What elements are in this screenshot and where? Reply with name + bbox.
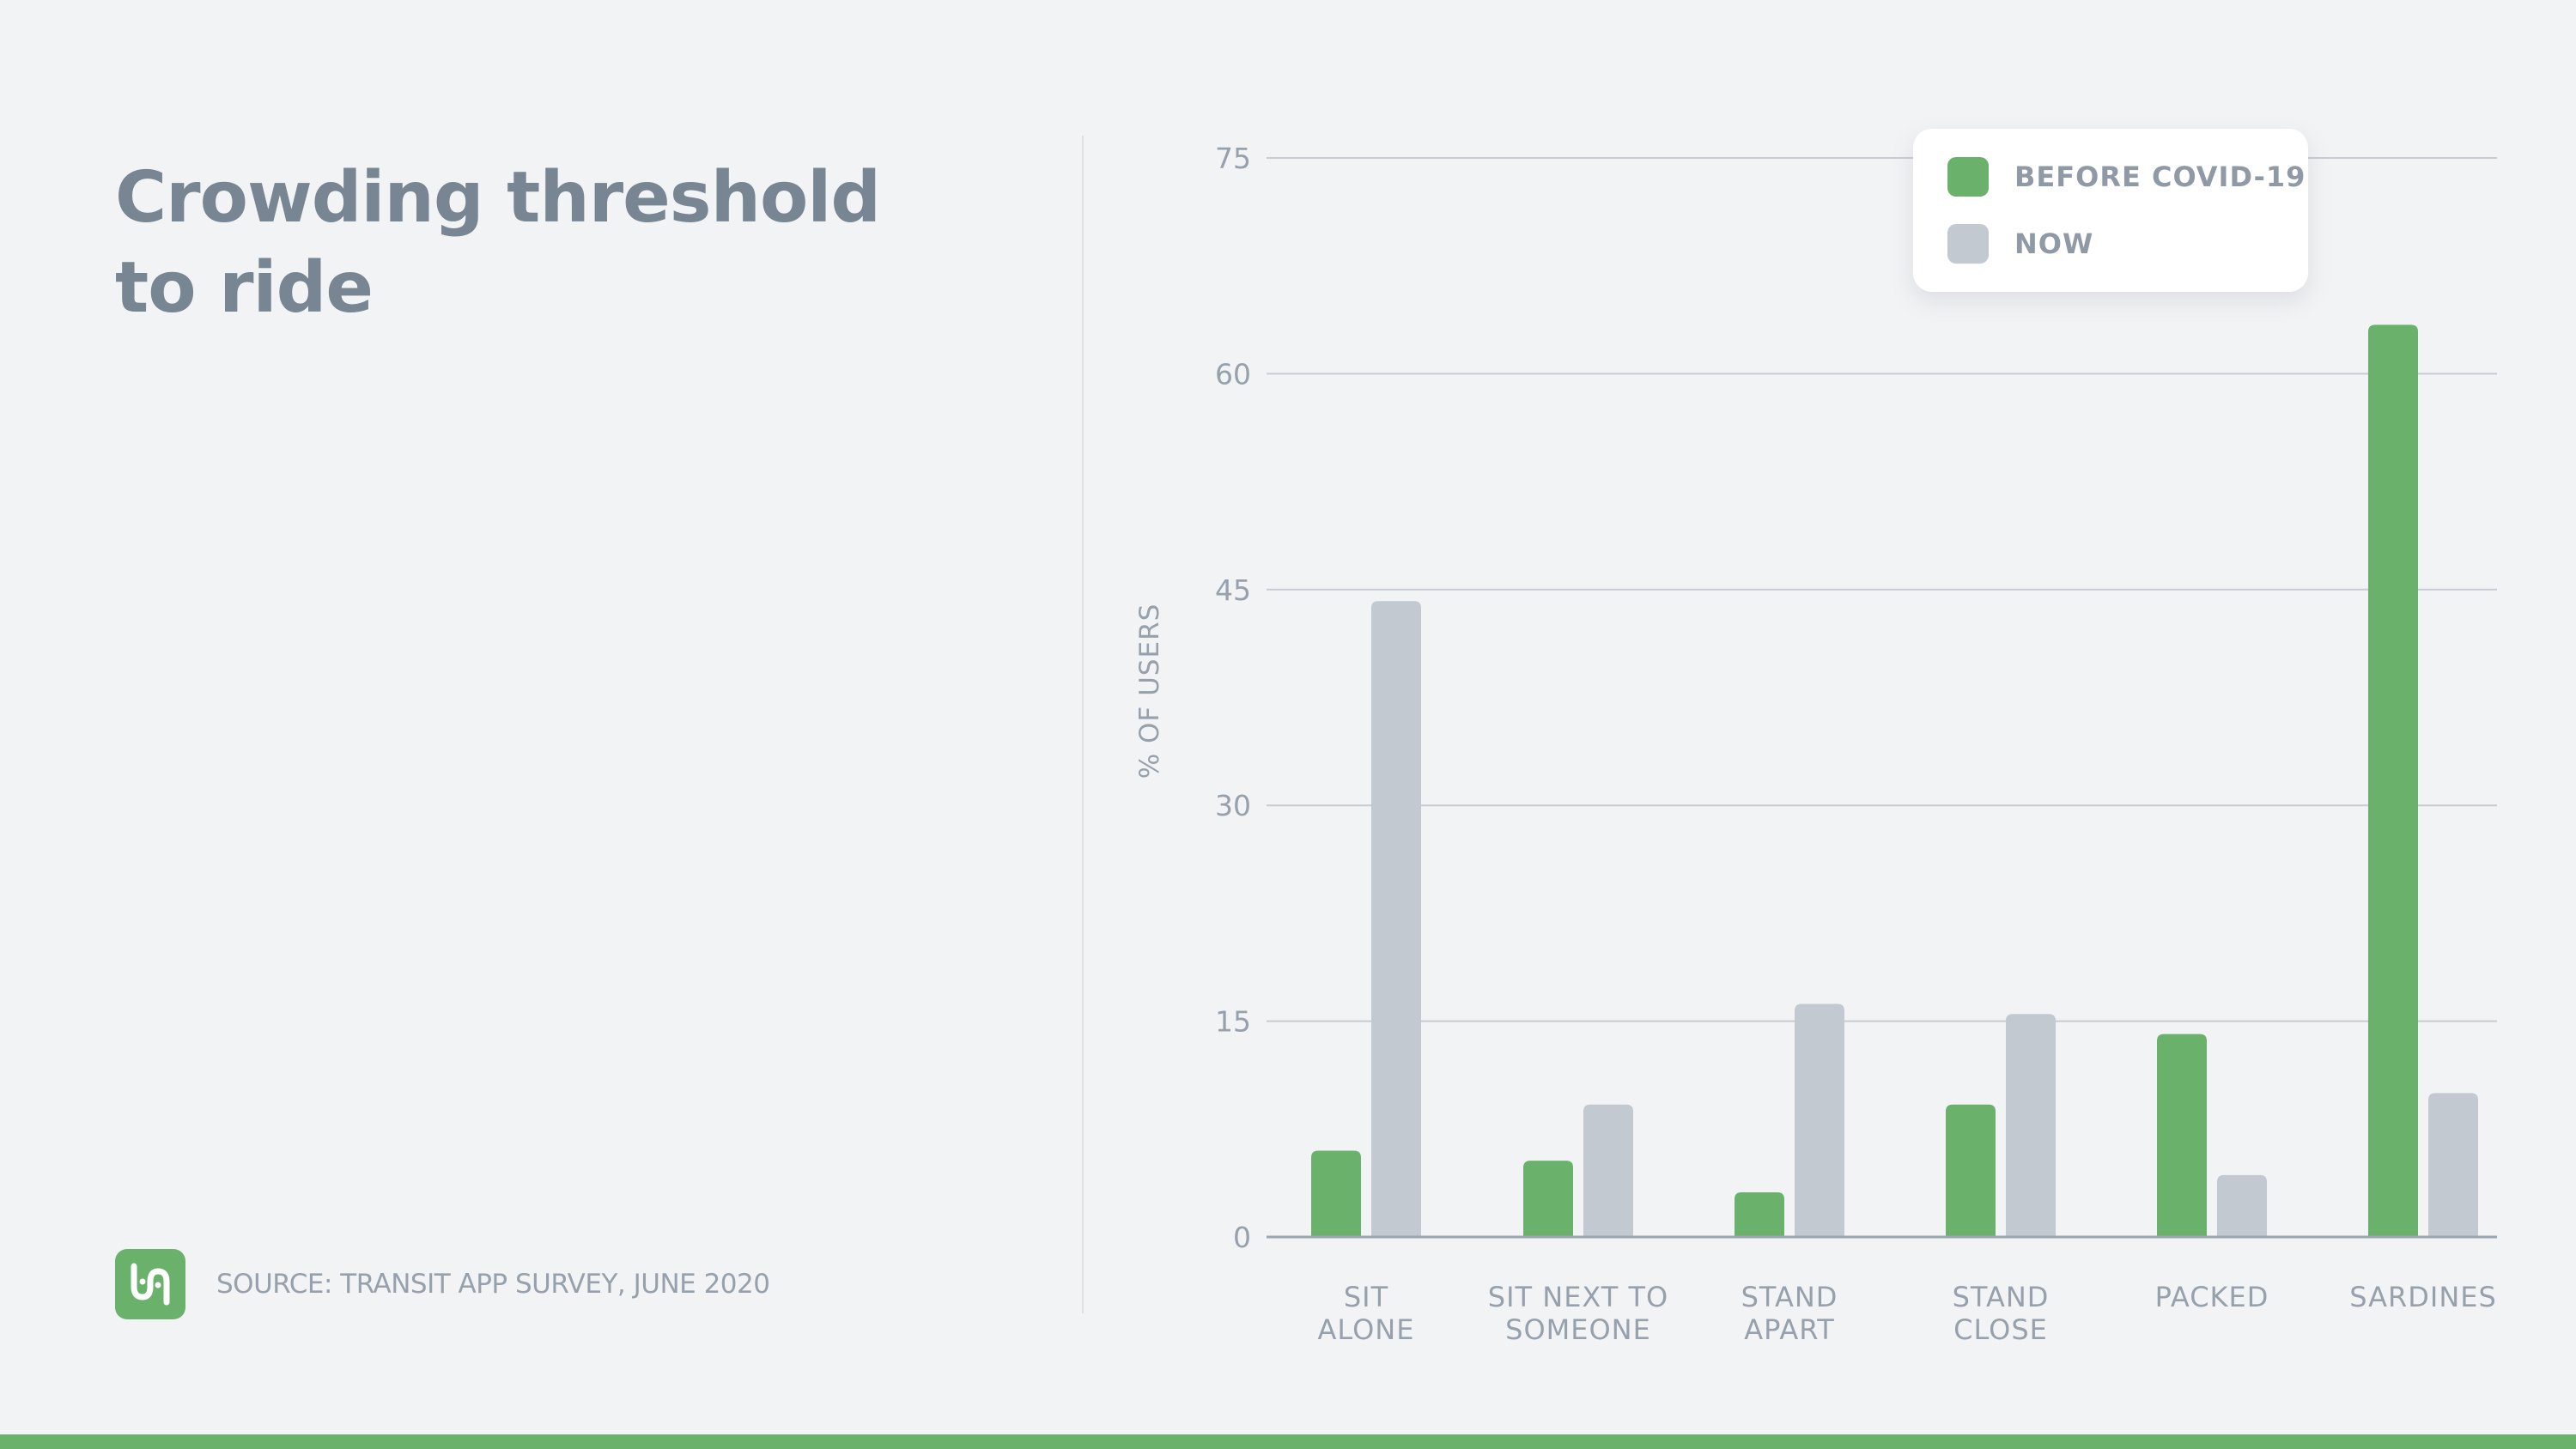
x-tick-label: APART (1744, 1313, 1834, 1346)
vertical-divider (1082, 136, 1084, 1313)
source-footer: SOURCE: TRANSIT APP SURVEY, JUNE 2020 (115, 1248, 770, 1320)
y-tick-label: 0 (1233, 1221, 1251, 1254)
bar-before-covid (1735, 1192, 1784, 1237)
x-tick-label: SARDINES (2349, 1281, 2497, 1313)
x-tick-label: PACKED (2155, 1281, 2269, 1313)
y-tick-label: 75 (1215, 142, 1251, 175)
legend-swatch-before (1947, 157, 1989, 197)
x-tick-label: CLOSE (1953, 1313, 2048, 1346)
source-text: SOURCE: TRANSIT APP SURVEY, JUNE 2020 (216, 1269, 770, 1300)
y-tick-label: 60 (1215, 357, 1251, 391)
x-tick-label: SIT NEXT TO (1488, 1281, 1668, 1313)
x-tick-label: SOMEONE (1505, 1313, 1651, 1346)
title-line-1: Crowding threshold (115, 157, 881, 239)
bar-now (2428, 1093, 2478, 1237)
legend-item-now: NOW (1947, 224, 2093, 264)
legend-label-before: BEFORE COVID-19 (2014, 161, 2306, 193)
bar-before-covid (2368, 324, 2418, 1237)
bar-before-covid (1523, 1161, 1573, 1237)
x-tick-label: ALONE (1318, 1313, 1415, 1346)
bar-before-covid (1946, 1104, 1996, 1237)
bar-now (2217, 1174, 2267, 1237)
y-axis-title: % OF USERS (1134, 603, 1165, 779)
x-tick-label: SIT (1344, 1281, 1388, 1313)
transit-logo-glyph (131, 1263, 170, 1306)
legend-swatch-now (1947, 224, 1989, 264)
x-tick-label: STAND (1953, 1281, 2050, 1313)
bar-now (1795, 1003, 1844, 1237)
bar-before-covid (1311, 1150, 1361, 1237)
bar-now (1583, 1104, 1633, 1237)
bottom-accent-bar (0, 1434, 2576, 1449)
bar-now (1371, 601, 1421, 1237)
x-tick-label: STAND (1741, 1281, 1838, 1313)
title-line-2: to ride (115, 247, 374, 329)
bar-now (2006, 1014, 2056, 1237)
transit-logo-icon (115, 1249, 185, 1319)
legend: BEFORE COVID-19 NOW (1913, 129, 2308, 292)
legend-item-before: BEFORE COVID-19 (1947, 157, 2306, 197)
bar-before-covid (2157, 1034, 2207, 1237)
legend-label-now: NOW (2014, 227, 2094, 260)
y-tick-label: 30 (1215, 789, 1251, 822)
chart-title: Crowding threshold to ride (115, 153, 888, 333)
y-tick-label: 15 (1215, 1005, 1251, 1039)
y-tick-label: 45 (1215, 573, 1251, 607)
